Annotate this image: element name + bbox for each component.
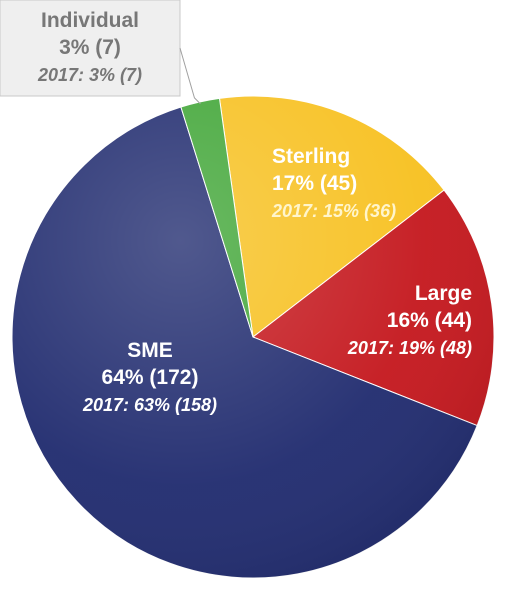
label-individual-prior: 2017: 3% (7) — [37, 65, 142, 85]
label-sterling-prior: 2017: 15% (36) — [271, 201, 396, 221]
pie-slices — [11, 95, 495, 579]
label-sme-value: 64% (172) — [102, 366, 199, 389]
individual-callout — [0, 0, 201, 105]
individual-leader-line — [179, 47, 201, 105]
label-large-value: 16% (44) — [387, 309, 472, 332]
label-large-name: Large — [415, 282, 472, 305]
label-sterling-value: 17% (45) — [272, 172, 357, 195]
label-sterling-name: Sterling — [272, 145, 350, 168]
label-individual-name: Individual — [41, 9, 139, 32]
label-sme-name: SME — [127, 339, 173, 362]
label-sme-prior: 2017: 63% (158) — [82, 395, 217, 415]
slice-labels: Sterling 17% (45) 2017: 15% (36) Large 16% (… — [37, 9, 472, 415]
label-large-prior: 2017: 19% (48) — [347, 338, 472, 358]
label-individual-value: 3% (7) — [59, 36, 121, 59]
